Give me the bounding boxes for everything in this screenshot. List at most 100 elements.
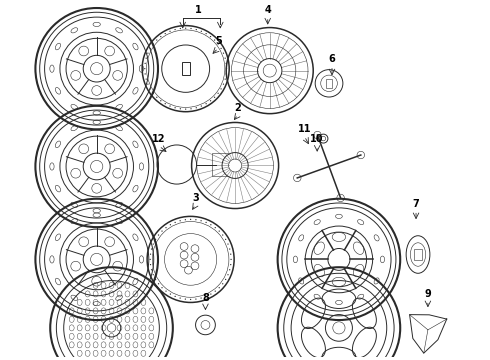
Circle shape [230,264,231,265]
Circle shape [180,28,181,29]
Circle shape [224,58,226,59]
Text: 9: 9 [424,288,431,298]
Circle shape [150,264,151,265]
Circle shape [195,219,196,220]
Circle shape [357,151,365,159]
Text: 5: 5 [215,36,221,46]
Circle shape [146,58,147,59]
Circle shape [226,68,227,69]
Circle shape [174,29,176,30]
Circle shape [225,73,227,75]
Circle shape [222,283,223,284]
Circle shape [227,243,229,245]
Circle shape [145,73,146,75]
Text: 10: 10 [311,134,324,144]
Circle shape [220,48,222,49]
Circle shape [161,287,163,288]
Circle shape [205,103,207,104]
Circle shape [191,28,192,29]
Circle shape [215,227,216,228]
Circle shape [191,108,192,109]
Text: 6: 6 [329,54,335,64]
Circle shape [223,84,224,85]
Text: 7: 7 [413,198,419,208]
Circle shape [145,63,146,64]
Circle shape [230,259,232,260]
Circle shape [294,174,301,182]
Circle shape [225,63,227,64]
Circle shape [319,134,328,143]
Circle shape [155,279,156,280]
Circle shape [222,234,223,236]
Circle shape [170,105,171,107]
Text: 2: 2 [235,103,242,113]
Circle shape [225,279,226,280]
Circle shape [185,28,186,29]
Circle shape [152,274,154,275]
Circle shape [174,296,176,297]
Circle shape [196,29,197,30]
Circle shape [219,287,220,288]
Text: 3: 3 [192,193,199,203]
Circle shape [185,108,186,110]
Circle shape [147,53,148,54]
Circle shape [158,283,159,284]
Circle shape [223,53,224,54]
Circle shape [201,105,202,107]
Circle shape [215,291,216,292]
Text: 1: 1 [195,5,202,15]
Circle shape [185,298,186,300]
Circle shape [152,93,154,94]
Circle shape [230,253,231,255]
Circle shape [196,107,197,108]
Circle shape [200,220,202,221]
Circle shape [174,222,176,223]
Circle shape [220,88,222,90]
Circle shape [160,100,161,102]
Circle shape [210,36,211,37]
Circle shape [185,219,186,220]
Circle shape [205,222,207,223]
Circle shape [222,153,248,179]
Circle shape [210,224,212,225]
Circle shape [165,103,166,104]
Circle shape [149,88,151,90]
Circle shape [210,100,211,102]
Circle shape [144,68,146,69]
Circle shape [337,194,344,202]
Circle shape [218,93,219,94]
Circle shape [165,227,167,228]
Circle shape [224,78,226,80]
Circle shape [170,293,171,295]
Text: 4: 4 [265,5,271,15]
Circle shape [190,299,191,300]
Circle shape [152,44,154,45]
Circle shape [160,36,161,37]
Circle shape [156,96,157,98]
Circle shape [180,108,181,109]
Circle shape [210,293,212,295]
Circle shape [205,296,207,297]
Circle shape [165,291,167,292]
Circle shape [170,31,171,32]
Circle shape [179,220,181,221]
Circle shape [218,44,219,45]
Circle shape [315,69,343,97]
Circle shape [179,297,181,299]
Circle shape [314,131,321,139]
Circle shape [158,234,159,236]
Circle shape [161,230,163,232]
Circle shape [152,243,154,245]
Circle shape [227,274,229,275]
Circle shape [155,239,156,240]
Circle shape [200,297,202,299]
Circle shape [156,39,157,41]
Circle shape [151,269,152,270]
Circle shape [229,269,230,270]
Text: 11: 11 [297,124,311,134]
Circle shape [149,259,151,260]
Circle shape [201,31,202,32]
Circle shape [149,48,151,49]
Circle shape [151,248,152,250]
Circle shape [225,239,226,240]
